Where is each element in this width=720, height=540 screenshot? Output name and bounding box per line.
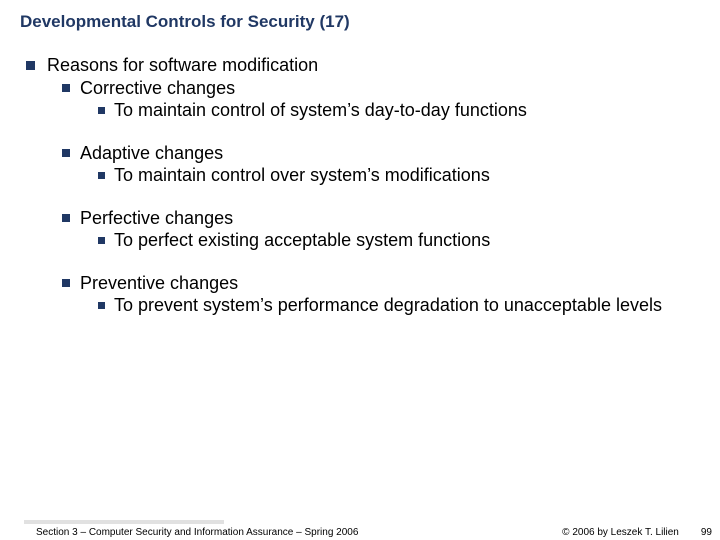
slide: Developmental Controls for Security (17)… [0,0,720,540]
bullet-square-icon [62,214,70,222]
bullet-group: Corrective changes To maintain control o… [20,77,700,122]
bullet-text: Reasons for software modification [47,54,700,77]
bullet-square-icon [98,237,105,244]
bullet-group: Perfective changes To perfect existing a… [20,207,700,252]
bullet-text: Adaptive changes [80,142,700,165]
bullet-square-icon [98,172,105,179]
footer-accent-bar [24,520,224,524]
bullet-square-icon [26,61,35,70]
bullet-level3: To maintain control of system’s day-to-d… [98,99,700,122]
bullet-level2: Corrective changes [62,77,700,100]
footer-copyright: © 2006 by Leszek T. Lilien [562,527,679,538]
bullet-text: To maintain control of system’s day-to-d… [114,99,700,122]
bullet-square-icon [62,149,70,157]
footer-left-text: Section 3 – Computer Security and Inform… [36,527,358,538]
bullet-level3: To perfect existing acceptable system fu… [98,229,700,252]
bullet-square-icon [62,279,70,287]
bullet-square-icon [98,302,105,309]
bullet-text: To perfect existing acceptable system fu… [114,229,700,252]
slide-footer: Section 3 – Computer Security and Inform… [0,527,720,538]
bullet-text: To maintain control over system’s modifi… [114,164,700,187]
bullet-text: To prevent system’s performance degradat… [114,294,700,317]
slide-content: Reasons for software modification Correc… [20,54,700,317]
bullet-text: Corrective changes [80,77,700,100]
bullet-level3: To maintain control over system’s modifi… [98,164,700,187]
bullet-level1: Reasons for software modification [26,54,700,77]
slide-title: Developmental Controls for Security (17) [20,12,700,32]
footer-right: © 2006 by Leszek T. Lilien 99 [562,527,712,538]
bullet-text: Preventive changes [80,272,700,295]
bullet-group: Adaptive changes To maintain control ove… [20,142,700,187]
bullet-level3: To prevent system’s performance degradat… [98,294,700,317]
bullet-square-icon [98,107,105,114]
bullet-level2: Preventive changes [62,272,700,295]
bullet-level2: Perfective changes [62,207,700,230]
bullet-text: Perfective changes [80,207,700,230]
bullet-square-icon [62,84,70,92]
bullet-group: Preventive changes To prevent system’s p… [20,272,700,317]
bullet-level2: Adaptive changes [62,142,700,165]
page-number: 99 [701,527,712,538]
